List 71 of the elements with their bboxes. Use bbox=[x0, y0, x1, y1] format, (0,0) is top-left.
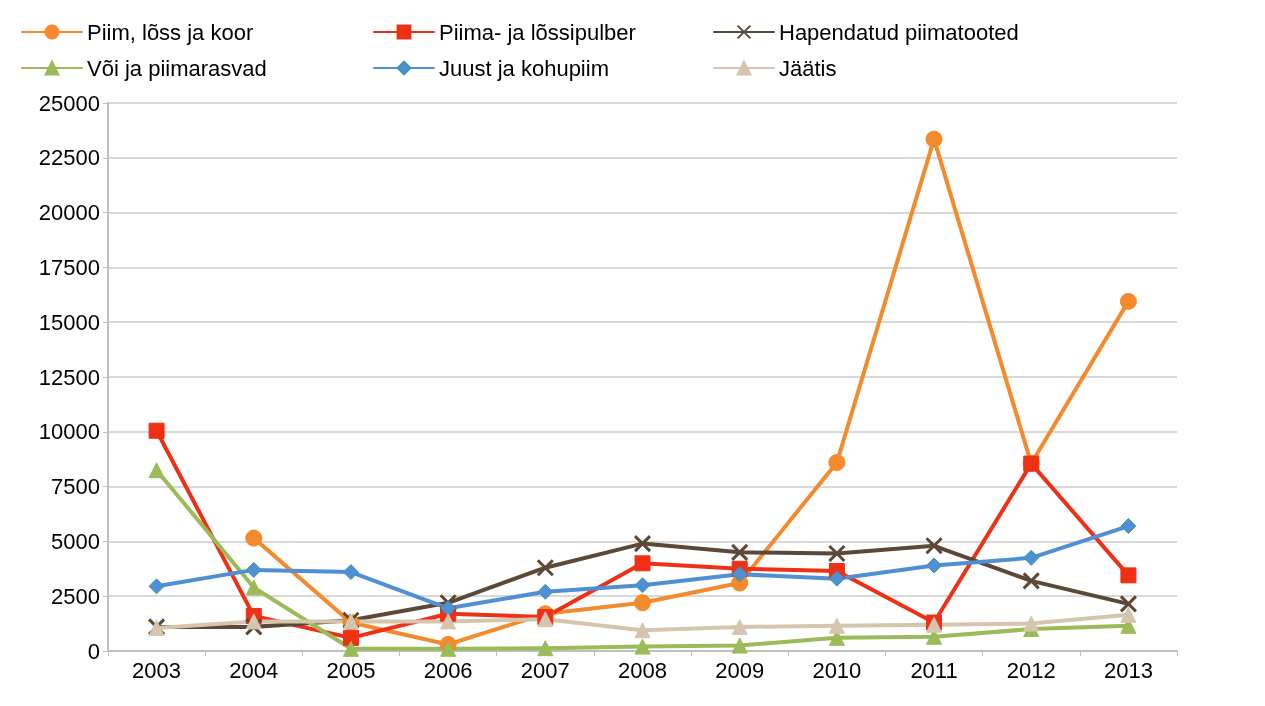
point bbox=[440, 613, 457, 630]
point bbox=[342, 640, 359, 657]
point bbox=[245, 613, 262, 630]
legend-label: Hapendatud piimatooted bbox=[779, 19, 1019, 45]
point bbox=[925, 536, 944, 555]
point bbox=[148, 578, 165, 595]
x-tick-label: 2004 bbox=[229, 657, 279, 683]
y-tick-label: 20000 bbox=[38, 200, 100, 226]
point bbox=[440, 600, 457, 617]
point bbox=[828, 617, 845, 634]
point bbox=[731, 618, 748, 635]
legend-label: Jäätis bbox=[779, 55, 837, 81]
legend-label: Piim, lõss ja koor bbox=[87, 19, 254, 45]
x-tick-label: 2006 bbox=[423, 657, 473, 683]
y-tick-label: 25000 bbox=[38, 90, 100, 116]
point bbox=[1022, 571, 1041, 590]
x-tick-label: 2010 bbox=[812, 657, 862, 683]
point bbox=[827, 544, 846, 563]
point bbox=[1119, 594, 1138, 613]
point bbox=[731, 637, 748, 654]
x-tick-label: 2012 bbox=[1006, 657, 1056, 683]
point bbox=[537, 583, 554, 600]
point bbox=[342, 629, 359, 646]
point bbox=[1120, 606, 1137, 623]
point bbox=[1119, 292, 1137, 310]
y-tick-label: 5000 bbox=[51, 528, 100, 554]
point bbox=[634, 622, 651, 639]
y-tick-label: 12500 bbox=[38, 364, 100, 390]
y-tick-label: 17500 bbox=[38, 254, 100, 280]
point bbox=[828, 453, 846, 471]
point bbox=[1120, 518, 1137, 535]
point bbox=[634, 555, 651, 572]
point bbox=[926, 557, 943, 574]
point bbox=[1023, 549, 1040, 566]
point bbox=[439, 593, 458, 612]
y-tick-label: 2500 bbox=[51, 583, 100, 609]
x-tick-label: 2009 bbox=[715, 657, 765, 683]
legend-label: Või ja piimarasvad bbox=[87, 55, 267, 81]
y-tick-label: 0 bbox=[87, 638, 100, 664]
x-tick-label: 2005 bbox=[326, 657, 376, 683]
point bbox=[634, 577, 651, 594]
y-tick-label: 7500 bbox=[51, 474, 100, 500]
point bbox=[342, 564, 359, 581]
y-tick-label: 15000 bbox=[38, 309, 100, 335]
legend-label: Piima- ja lõssipulber bbox=[439, 19, 636, 45]
point bbox=[537, 640, 554, 657]
point bbox=[730, 543, 749, 562]
y-tick-label: 10000 bbox=[38, 419, 100, 445]
x-tick-label: 2007 bbox=[520, 657, 570, 683]
x-tick-label: 2011 bbox=[910, 657, 958, 683]
point bbox=[828, 570, 845, 587]
legend-label: Juust ja kohupiim bbox=[439, 55, 609, 81]
x-tick-label: 2008 bbox=[618, 657, 667, 683]
x-tick-label: 2013 bbox=[1103, 657, 1153, 683]
point bbox=[148, 422, 165, 439]
point bbox=[244, 617, 263, 636]
point bbox=[634, 594, 651, 612]
y-tick-label: 22500 bbox=[38, 145, 100, 171]
point bbox=[925, 130, 943, 148]
point bbox=[245, 529, 263, 547]
point bbox=[536, 558, 555, 577]
x-tick-label: 2003 bbox=[132, 657, 182, 683]
point bbox=[245, 561, 262, 578]
point bbox=[1120, 567, 1137, 584]
point bbox=[634, 638, 651, 655]
point bbox=[440, 640, 457, 657]
point bbox=[245, 579, 262, 596]
point bbox=[731, 566, 748, 583]
point bbox=[1023, 615, 1040, 632]
point bbox=[148, 462, 165, 479]
point bbox=[633, 534, 652, 553]
